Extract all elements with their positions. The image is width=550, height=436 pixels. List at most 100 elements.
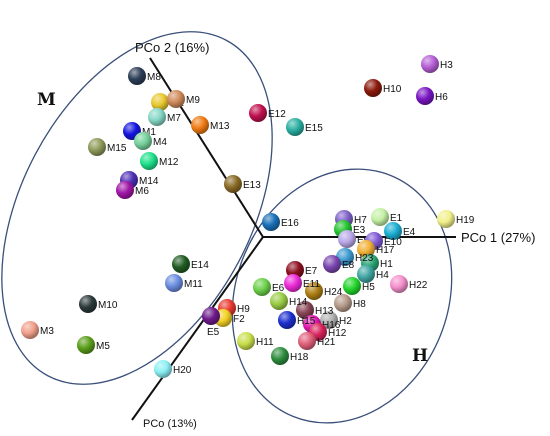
point-m9: M9 [167,90,200,108]
point-marker [296,301,314,319]
point-label: H16 [322,320,341,331]
point-marker [224,175,242,193]
point-m13: M13 [191,116,230,134]
point-label: M7 [167,113,181,124]
point-label: H13 [315,306,334,317]
point-marker [151,93,169,111]
point-label: M4 [153,137,167,148]
point-e1: E1 [371,208,403,226]
point-m15: M15 [88,138,127,156]
point-marker [437,210,455,228]
point-marker [270,292,288,310]
point-marker [134,132,152,150]
point-label: M3 [40,326,54,337]
point-marker [298,332,316,350]
point-h8: H8 [334,294,366,312]
point-marker [364,79,382,97]
point-h20: H20 [154,360,192,378]
group-m-label: M [37,90,56,110]
point-m7: M7 [148,108,181,126]
point-label: H7 [354,215,367,226]
point-marker [77,336,95,354]
point-marker [323,255,341,273]
point-marker [278,311,296,329]
point-marker [154,360,172,378]
pco3-axis-label: PCo (13%) [143,418,197,430]
point-label: M9 [186,95,200,106]
point-label: M8 [147,72,161,83]
point-h18: H18 [271,347,309,365]
point-label: H2 [339,316,352,327]
points-layer: H3H10H6H19H22H7E1E3E4E9E10H17H1H23E8H4H5… [21,55,475,378]
point-label: M11 [184,279,203,290]
point-label: M15 [107,143,127,154]
point-label: E1 [390,213,403,224]
point-m8: M8 [128,67,161,85]
point-h19: H19 [437,210,475,228]
point-e16: E16 [262,213,299,231]
pco3-axis-line [131,236,264,421]
point-e6: E6 [253,278,285,296]
point-marker [88,138,106,156]
point-label: E12 [268,109,286,120]
point-label: H1 [380,259,393,270]
point-label: H5 [362,282,375,293]
point-e14: E14 [172,255,209,273]
point-marker [371,208,389,226]
point-label: H9 [237,304,250,315]
point-marker [172,255,190,273]
point-marker [21,321,39,339]
point-e8: E8 [323,255,355,273]
point-label: H6 [435,92,448,103]
point-marker [334,294,352,312]
point-e11: E11 [284,274,320,292]
point-label: M10 [98,300,118,311]
point-marker [338,230,356,248]
point-m11: M11 [165,274,203,292]
pco2-axis-line [149,57,264,238]
point-h13: H13 [296,301,334,319]
point-h15: H15 [278,311,316,329]
point-label: E8 [342,260,355,271]
point-h2: H2 [320,311,352,329]
point-marker [286,118,304,136]
point-h3: H3 [421,55,453,73]
point-m12: M12 [140,152,179,170]
point-label: E13 [243,180,261,191]
point-h11: H11 [237,332,274,350]
point-h10: H10 [364,79,402,97]
point-h24: H24 [305,282,343,300]
point-label: E6 [272,283,285,294]
pco2-axis-label: PCo 2 (16%) [135,40,209,55]
point-m5: M5 [77,336,110,354]
point-m4: M4 [134,132,167,150]
point-e5: E5 [202,307,220,338]
point-label: H4 [376,270,389,281]
point-h21: H21 [298,332,336,350]
point-h17: H17 [357,240,395,258]
point-marker [140,152,158,170]
point-marker [305,282,323,300]
point-marker [253,278,271,296]
point-label: H19 [456,215,475,226]
point-label: F2 [233,314,245,325]
point-label: H21 [317,337,336,348]
point-m10: M10 [79,295,118,313]
group-h-label: H [412,346,428,366]
point-label: E3 [353,225,366,236]
point-marker [128,67,146,85]
point-marker [384,222,402,240]
point-marker [262,213,280,231]
point-marker [421,55,439,73]
point-marker [191,116,209,134]
point-e4: E4 [384,222,416,240]
point-marker [284,274,302,292]
point-marker [165,274,183,292]
point-label: H10 [383,84,402,95]
point-marker [357,265,375,283]
point-label: M1 [142,127,156,138]
point-label: E7 [305,266,318,277]
point-marker [271,347,289,365]
point-label: H22 [409,280,428,291]
